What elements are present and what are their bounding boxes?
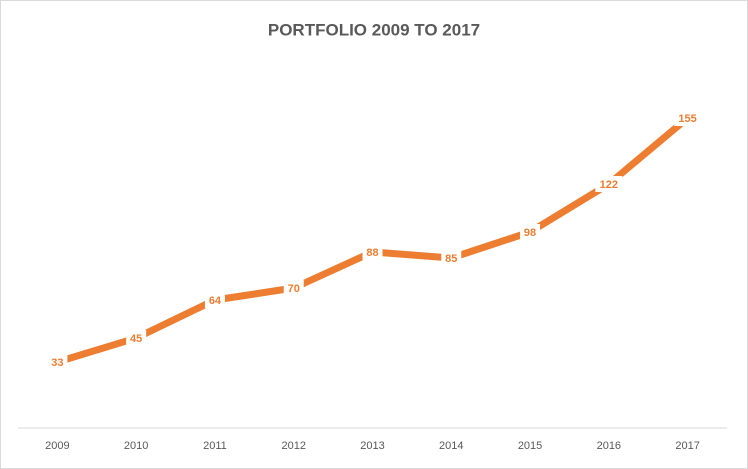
data-label-bg — [204, 292, 225, 308]
data-label-bg — [362, 244, 383, 260]
x-tick-label: 2015 — [518, 440, 542, 452]
data-label: 155 — [678, 113, 696, 125]
x-tick-label: 2011 — [203, 440, 227, 452]
data-label-bg — [47, 354, 68, 370]
x-tick-label: 2016 — [597, 440, 621, 452]
x-tick-label: 2013 — [360, 440, 384, 452]
data-label: 45 — [130, 333, 142, 345]
data-label: 85 — [445, 253, 457, 265]
data-label-bg — [520, 224, 541, 240]
data-label: 70 — [288, 283, 300, 295]
data-label-bg — [126, 330, 147, 346]
data-label-bg — [283, 280, 304, 296]
data-label: 98 — [524, 227, 536, 239]
data-label-bg — [674, 110, 702, 126]
x-tick-label: 2014 — [439, 440, 463, 452]
x-tick-label: 2017 — [675, 440, 699, 452]
data-label: 33 — [51, 357, 63, 369]
x-tick-label: 2012 — [281, 440, 305, 452]
chart-title: PORTFOLIO 2009 TO 2017 — [268, 20, 480, 39]
x-tick-label: 2010 — [124, 440, 148, 452]
data-label: 122 — [600, 179, 618, 191]
data-label-bg — [595, 176, 623, 192]
data-label: 88 — [366, 247, 378, 259]
data-label: 64 — [209, 295, 222, 307]
x-tick-label: 2009 — [45, 440, 69, 452]
data-label-bg — [441, 250, 462, 266]
